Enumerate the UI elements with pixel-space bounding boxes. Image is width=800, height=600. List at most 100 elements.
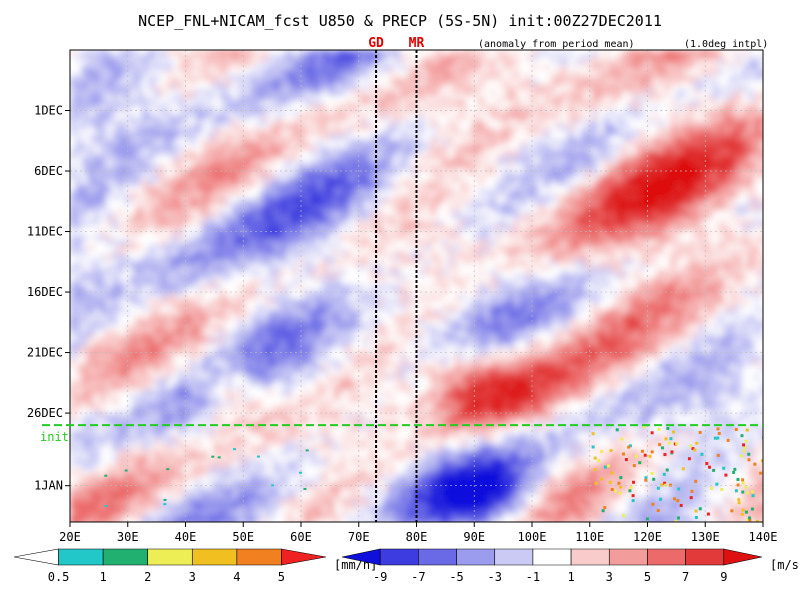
wind-cell xyxy=(262,65,269,71)
wind-cell xyxy=(376,460,383,466)
wind-cell xyxy=(346,180,353,186)
wind-cell xyxy=(262,290,269,296)
wind-cell xyxy=(202,155,209,161)
wind-cell xyxy=(148,135,155,141)
wind-cell xyxy=(82,455,89,461)
wind-cell xyxy=(148,245,155,251)
wind-cell xyxy=(106,190,113,196)
wind-cell xyxy=(310,150,317,156)
wind-cell xyxy=(262,460,269,466)
wind-cell xyxy=(328,315,335,321)
wind-cell xyxy=(136,335,143,341)
wind-cell xyxy=(208,270,215,276)
wind-cell xyxy=(328,215,335,221)
wind-cell xyxy=(232,270,239,276)
wind-cell xyxy=(310,210,317,216)
wind-cell xyxy=(196,390,203,396)
wind-cell xyxy=(334,355,341,361)
wind-cell xyxy=(76,285,83,291)
wind-cell xyxy=(340,300,347,306)
wind-cell xyxy=(88,440,95,446)
wind-cell xyxy=(346,435,353,441)
wind-cell xyxy=(136,110,143,116)
wind-cell xyxy=(316,265,323,271)
wind-cell xyxy=(244,415,251,421)
wind-cell xyxy=(184,160,191,166)
wind-cell xyxy=(166,415,173,421)
wind-cell xyxy=(178,155,185,161)
wind-cell xyxy=(130,75,137,81)
wind-cell xyxy=(304,245,311,251)
wind-cell xyxy=(346,165,353,171)
wind-cell xyxy=(118,145,125,151)
wind-cell xyxy=(148,355,155,361)
wind-cell xyxy=(358,450,365,456)
wind-cell xyxy=(166,430,173,436)
wind-cell xyxy=(184,250,191,256)
wind-cell xyxy=(322,80,329,86)
wind-cell xyxy=(166,380,173,386)
wind-cell xyxy=(352,505,359,511)
wind-cell xyxy=(208,425,215,431)
wind-cell xyxy=(106,95,113,101)
wind-cell xyxy=(334,240,341,246)
wind-cell xyxy=(190,145,197,151)
wind-cell xyxy=(364,305,371,311)
wind-cell xyxy=(130,245,137,251)
wind-cell xyxy=(298,380,305,386)
wind-cell xyxy=(148,130,155,136)
wind-cell xyxy=(172,240,179,246)
wind-cell xyxy=(250,400,257,406)
wind-cell xyxy=(148,380,155,386)
wind-cell xyxy=(268,185,275,191)
wind-cell xyxy=(208,385,215,391)
wind-cell xyxy=(94,405,101,411)
wind-cell xyxy=(274,170,281,176)
wind-cell xyxy=(346,140,353,146)
wind-cell xyxy=(190,175,197,181)
wind-cell xyxy=(304,50,311,56)
wind-cell xyxy=(136,255,143,261)
wind-cell xyxy=(154,505,161,511)
wind-cell xyxy=(112,345,119,351)
wind-cell xyxy=(364,415,371,421)
wind-cell xyxy=(220,145,227,151)
wind-cell xyxy=(70,300,77,306)
wind-cell xyxy=(340,390,347,396)
wind-cell xyxy=(82,70,89,76)
wind-cell xyxy=(154,435,161,441)
wind-cell xyxy=(94,75,101,81)
wind-cell xyxy=(358,365,365,371)
wind-cell xyxy=(340,245,347,251)
wind-cell xyxy=(244,445,251,451)
wind-cell xyxy=(118,175,125,181)
wind-cell xyxy=(280,415,287,421)
wind-cell xyxy=(274,260,281,266)
wind-cell xyxy=(130,280,137,286)
wind-cell xyxy=(370,85,377,91)
wind-cell xyxy=(88,430,95,436)
wind-cell xyxy=(358,185,365,191)
wind-cell xyxy=(232,165,239,171)
wind-cell xyxy=(226,50,233,56)
wind-cell xyxy=(352,285,359,291)
wind-cell xyxy=(178,430,185,436)
wind-cell xyxy=(184,385,191,391)
wind-cell xyxy=(112,255,119,261)
wind-cell xyxy=(196,335,203,341)
wind-cell xyxy=(124,160,131,166)
wind-cell xyxy=(352,435,359,441)
wind-cell xyxy=(268,480,275,486)
wind-cell xyxy=(268,280,275,286)
wind-cell xyxy=(178,520,185,522)
wind-cell xyxy=(364,300,371,306)
wind-cell xyxy=(244,405,251,411)
wind-cell xyxy=(304,405,311,411)
wind-cell xyxy=(208,235,215,241)
wind-cell xyxy=(130,100,137,106)
wind-cell xyxy=(370,245,377,251)
wind-cell xyxy=(190,355,197,361)
wind-cell xyxy=(316,225,323,231)
wind-cell xyxy=(346,470,353,476)
wind-cell xyxy=(346,200,353,206)
